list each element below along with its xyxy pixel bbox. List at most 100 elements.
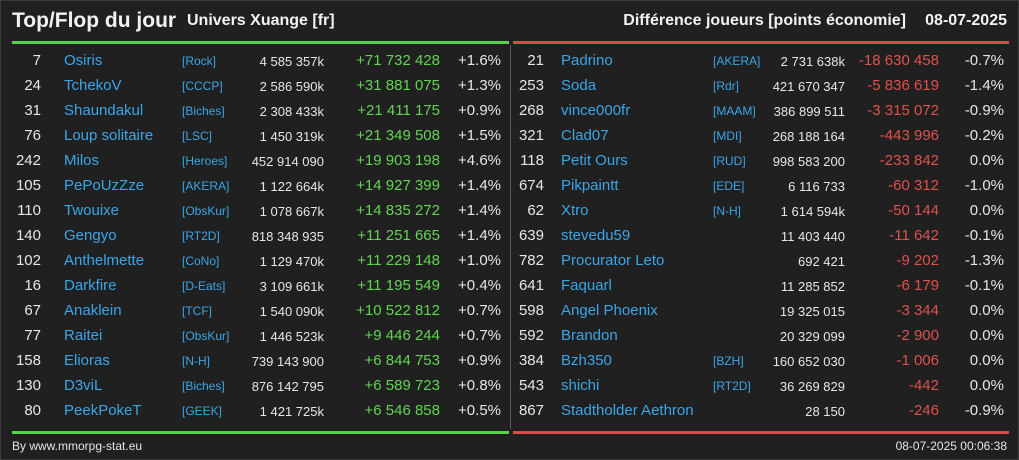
player-points: 36 269 829 — [779, 379, 845, 394]
player-name-link[interactable]: Stadtholder Aethron — [561, 402, 694, 419]
alliance-tag-link[interactable]: [D-Eats] — [182, 279, 226, 293]
player-name-link[interactable]: Elioras — [64, 352, 110, 369]
table-row: 130 D3viL [Biches] 876 142 795 +6 589 723 +0.… — [12, 373, 509, 398]
percent-change: 0.0% — [969, 377, 1004, 394]
alliance-tag-link[interactable]: [CCCP] — [182, 79, 223, 93]
alliance-tag-link[interactable]: [Biches] — [182, 379, 225, 393]
percent-change: -0.1% — [964, 277, 1004, 294]
percent-change: +1.5% — [458, 127, 501, 144]
player-name-link[interactable]: Angel Phoenix — [561, 302, 658, 319]
player-rank: 782 — [518, 252, 544, 269]
player-points: 1 421 725k — [259, 404, 324, 419]
alliance-tag-link[interactable]: [Biches] — [182, 104, 225, 118]
player-name-link[interactable]: PePoUzZze — [64, 177, 145, 194]
player-points: 2 586 590k — [259, 79, 324, 94]
table-row: 62 Xtro [N-H] 1 614 594k -50 144 0.0% — [513, 198, 1009, 223]
player-name-link[interactable]: Anthelmette — [64, 252, 145, 269]
points-difference: -246 — [908, 402, 939, 419]
alliance-tag-link[interactable]: [Rock] — [182, 54, 217, 68]
points-difference: -2 900 — [896, 327, 939, 344]
table-row: 80 PeekPokeT [GEEK] 1 421 725k +6 546 858 +0.… — [12, 398, 509, 423]
player-points: 1 540 090k — [259, 304, 324, 319]
player-name-link[interactable]: Anaklein — [64, 302, 122, 319]
player-rank: 67 — [24, 302, 41, 319]
alliance-tag-link[interactable]: [LSC] — [182, 129, 213, 143]
player-name-link[interactable]: Milos — [64, 152, 100, 169]
points-difference: -6 179 — [896, 277, 939, 294]
table-row: 158 Elioras [N-H] 739 143 900 +6 844 753 +0.9… — [12, 348, 509, 373]
player-name-link[interactable]: Brandon — [561, 327, 618, 344]
percent-change: +0.7% — [458, 302, 501, 319]
alliance-tag-link[interactable]: [RT2D] — [182, 229, 220, 243]
alliance-tag-link[interactable]: [BZH] — [713, 354, 744, 368]
player-name-link[interactable]: Osiris — [64, 52, 103, 69]
alliance-tag-link[interactable]: [MDI] — [713, 129, 742, 143]
player-name-link[interactable]: vince000fr — [561, 102, 631, 119]
player-rank: 592 — [518, 327, 544, 344]
points-difference: +6 844 753 — [364, 352, 441, 369]
alliance-tag-link[interactable]: [AKERA] — [182, 179, 230, 193]
points-difference: +10 522 812 — [356, 302, 440, 319]
percent-change: +1.3% — [458, 77, 501, 94]
player-name-link[interactable]: Raitei — [64, 327, 103, 344]
player-name-link[interactable]: Darkfire — [64, 277, 117, 294]
alliance-tag-link[interactable]: [ObsKur] — [182, 204, 230, 218]
player-points: 4 585 357k — [259, 54, 324, 69]
player-name-link[interactable]: Petit Ours — [561, 152, 628, 169]
alliance-tag-link[interactable]: [N-H] — [182, 354, 210, 368]
player-rank: 598 — [518, 302, 544, 319]
points-difference: +6 546 858 — [364, 402, 441, 419]
alliance-tag-link[interactable]: [Heroes] — [182, 154, 228, 168]
player-name-link[interactable]: Gengyo — [64, 227, 117, 244]
player-points: 739 143 900 — [251, 354, 324, 369]
player-points: 160 652 030 — [772, 354, 845, 369]
alliance-tag-link[interactable]: [ObsKur] — [182, 329, 230, 343]
alliance-tag-link[interactable]: [AKERA] — [713, 54, 761, 68]
alliance-tag-link[interactable]: [MAAM] — [713, 104, 756, 118]
top-gainers-table: 7 Osiris [Rock] 4 585 357k +71 732 428 +1.6% 2… — [12, 48, 509, 423]
player-name-link[interactable]: Loup solitaire — [64, 127, 154, 144]
player-name-link[interactable]: Bzh350 — [561, 352, 612, 369]
player-name-link[interactable]: Soda — [561, 77, 597, 94]
player-rank: 140 — [15, 227, 41, 244]
percent-change: +1.4% — [458, 177, 501, 194]
alliance-tag-link[interactable]: [Rdr] — [713, 79, 740, 93]
player-name-link[interactable]: Faquarl — [561, 277, 612, 294]
player-points: 20 329 099 — [779, 329, 845, 344]
alliance-tag-link[interactable]: [CoNo] — [182, 254, 220, 268]
player-name-link[interactable]: stevedu59 — [561, 227, 631, 244]
alliance-tag-link[interactable]: [RT2D] — [713, 379, 751, 393]
column-divider — [510, 45, 511, 429]
table-row: 242 Milos [Heroes] 452 914 090 +19 903 198 +4… — [12, 148, 509, 173]
player-rank: 639 — [518, 227, 544, 244]
player-name-link[interactable]: Clad07 — [561, 127, 609, 144]
player-points: 1 446 523k — [259, 329, 324, 344]
player-rank: 118 — [520, 152, 544, 169]
player-name-link[interactable]: D3viL — [64, 377, 103, 394]
player-rank: 674 — [518, 177, 544, 194]
table-row: 24 TchekoV [CCCP] 2 586 590k +31 881 075 +1.3… — [12, 73, 509, 98]
player-name-link[interactable]: PeekPokeT — [64, 402, 142, 419]
player-name-link[interactable]: Twouixe — [64, 202, 120, 219]
percent-change: 0.0% — [969, 202, 1004, 219]
player-name-link[interactable]: Shaundakul — [64, 102, 144, 119]
player-name-link[interactable]: Padrino — [561, 52, 613, 69]
alliance-tag-link[interactable]: [N-H] — [713, 204, 741, 218]
alliance-tag-link[interactable]: [EDE] — [713, 179, 745, 193]
table-row: 105 PePoUzZze [AKERA] 1 122 664k +14 927 399… — [12, 173, 509, 198]
player-rank: 7 — [32, 52, 41, 69]
alliance-tag-link[interactable]: [GEEK] — [182, 404, 223, 418]
player-points: 2 308 433k — [259, 104, 324, 119]
table-row: 76 Loup solitaire [LSC] 1 450 319k +21 349 5… — [12, 123, 509, 148]
player-name-link[interactable]: Pikpaintt — [561, 177, 619, 194]
alliance-tag-link[interactable]: [TCF] — [182, 304, 212, 318]
table-row: 384 Bzh350 [BZH] 160 652 030 -1 006 0.0% — [513, 348, 1009, 373]
alliance-tag-link[interactable]: [RUD] — [713, 154, 746, 168]
table-row: 543 shichi [RT2D] 36 269 829 -442 0.0% — [513, 373, 1009, 398]
player-name-link[interactable]: Xtro — [561, 202, 589, 219]
player-name-link[interactable]: shichi — [561, 377, 600, 394]
player-name-link[interactable]: Procurator Leto — [561, 252, 665, 269]
player-name-link[interactable]: TchekoV — [64, 77, 122, 94]
percent-change: 0.0% — [969, 302, 1004, 319]
